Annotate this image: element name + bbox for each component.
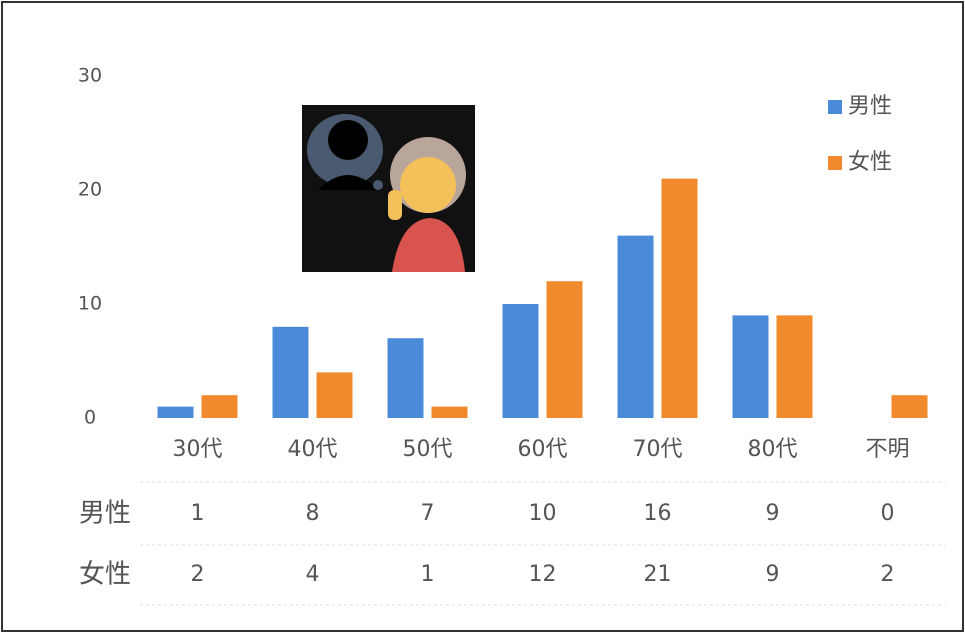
table-cell: 8 <box>306 501 320 526</box>
bar <box>201 395 238 418</box>
legend-label: 女性 <box>848 150 892 175</box>
bar <box>776 315 813 418</box>
table-cell: 16 <box>644 501 672 526</box>
x-tick-label: 不明 <box>865 437 909 462</box>
table-cell: 9 <box>766 501 780 526</box>
bar <box>272 326 309 418</box>
table-row-label: 女性 <box>79 560 131 590</box>
table-cell: 12 <box>529 562 557 587</box>
table-cell: 4 <box>306 562 320 587</box>
table-cell: 0 <box>881 501 895 526</box>
table-cell: 1 <box>421 562 435 587</box>
y-tick-label: 10 <box>78 293 102 315</box>
bar <box>502 304 539 418</box>
bar <box>617 235 654 418</box>
bar <box>431 406 468 418</box>
table-cell: 1 <box>191 501 205 526</box>
y-tick-label: 0 <box>84 407 96 429</box>
table-cell: 2 <box>191 562 205 587</box>
bar <box>661 178 698 418</box>
legend-label: 男性 <box>848 94 892 119</box>
x-tick-label: 80代 <box>748 437 798 462</box>
table-cell: 2 <box>881 562 895 587</box>
bar <box>316 372 353 418</box>
table-row-label: 男性 <box>79 499 131 529</box>
legend-swatch <box>828 100 842 114</box>
bar <box>387 338 424 418</box>
x-tick-label: 40代 <box>288 437 338 462</box>
table-cell: 21 <box>644 562 672 587</box>
bar <box>546 281 583 418</box>
bar <box>732 315 769 418</box>
table-cell: 7 <box>421 501 435 526</box>
x-tick-label: 60代 <box>518 437 568 462</box>
x-tick-label: 50代 <box>403 437 453 462</box>
table-grid <box>140 481 945 606</box>
table-cell: 9 <box>766 562 780 587</box>
x-tick-label: 70代 <box>633 437 683 462</box>
y-tick-label: 30 <box>78 65 102 87</box>
y-tick-label: 20 <box>78 179 102 201</box>
x-tick-label: 30代 <box>173 437 223 462</box>
illustration <box>302 105 475 272</box>
bar <box>891 395 928 418</box>
legend-swatch <box>828 156 842 170</box>
bar <box>157 406 194 418</box>
table-cell: 10 <box>529 501 557 526</box>
